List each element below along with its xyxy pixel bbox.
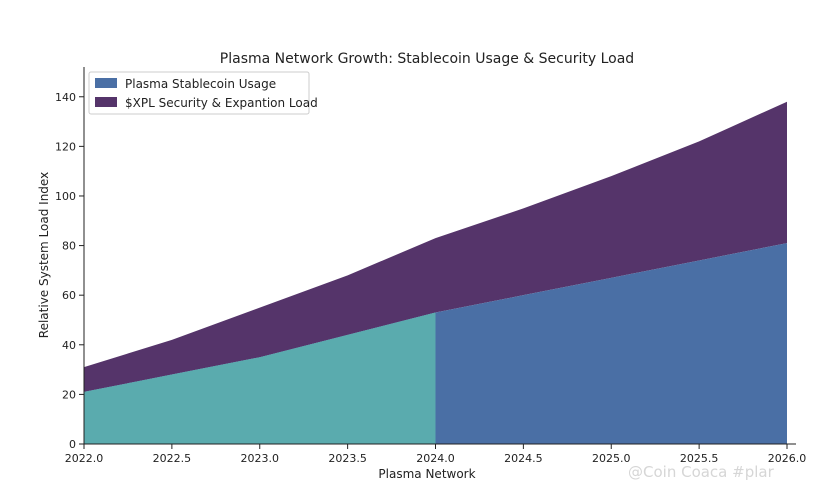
x-tick-label: 2022.5: [153, 452, 192, 465]
chart-title: Plasma Network Growth: Stablecoin Usage …: [220, 51, 634, 67]
y-axis-label: Relative System Load Index: [37, 172, 51, 338]
y-tick-label: 80: [62, 240, 76, 253]
legend-label-stablecoin: Plasma Stablecoin Usage: [125, 77, 276, 91]
x-tick-label: 2022.0: [65, 452, 104, 465]
plot-area: [84, 101, 787, 444]
y-tick-label: 140: [55, 91, 76, 104]
x-tick-label: 2026.0: [768, 452, 807, 465]
legend-label-security: $XPL Security & Expantion Load: [125, 96, 318, 110]
y-tick-label: 60: [62, 289, 76, 302]
legend-frame: [88, 71, 310, 115]
watermark-text: @Coin Coaca #plar: [628, 463, 775, 481]
y-tick-label: 100: [55, 190, 76, 203]
y-tick-label: 20: [62, 388, 76, 401]
legend-swatch-security: [95, 97, 117, 107]
x-tick-label: 2024.5: [504, 452, 543, 465]
y-tick-label: 40: [62, 339, 76, 352]
y-tick-label: 120: [55, 140, 76, 153]
x-tick-label: 2025.5: [680, 452, 719, 465]
legend-swatch-stablecoin: [95, 78, 117, 88]
area-security-load: [84, 101, 787, 392]
x-axis-label: Plasma Network: [378, 467, 475, 481]
legend: Plasma Stablecoin Usage $XPL Security & …: [88, 71, 318, 115]
x-tick-label: 2023.5: [328, 452, 367, 465]
x-tick-label: 2024.0: [416, 452, 455, 465]
x-tick-label: 2023.0: [241, 452, 280, 465]
y-tick-label: 0: [69, 438, 76, 451]
x-tick-label: 2025.0: [592, 452, 631, 465]
x-ticks: 2022.0 2022.5 2023.0 2023.5 2024.0 2024.5 2025…: [65, 444, 807, 465]
y-ticks: 0 20 40 60 80 100 120 140: [55, 91, 84, 451]
area-stablecoin-usage-early: [84, 312, 436, 444]
